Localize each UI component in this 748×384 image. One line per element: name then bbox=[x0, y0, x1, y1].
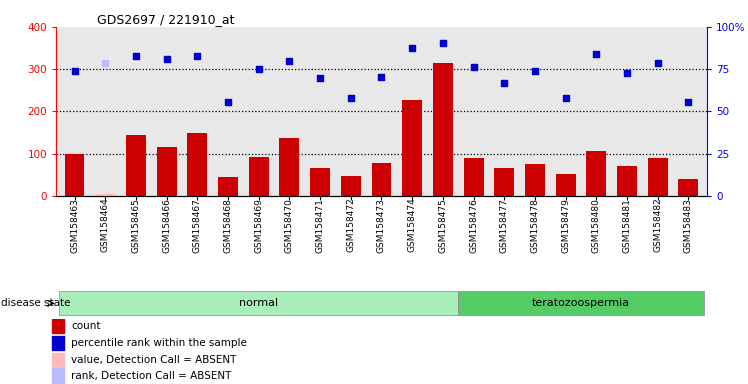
Point bbox=[406, 45, 418, 51]
Text: disease state: disease state bbox=[1, 298, 71, 308]
Bar bbox=[64, 154, 85, 196]
Text: GSM158466: GSM158466 bbox=[162, 198, 171, 253]
Point bbox=[375, 74, 387, 80]
Text: GSM158477: GSM158477 bbox=[500, 198, 509, 253]
Text: GSM158471: GSM158471 bbox=[316, 198, 325, 253]
Text: GSM158472: GSM158472 bbox=[346, 198, 355, 252]
Bar bbox=[249, 157, 269, 196]
Text: GSM158469: GSM158469 bbox=[254, 198, 263, 253]
Bar bbox=[372, 163, 391, 196]
Text: GSM158468: GSM158468 bbox=[224, 198, 233, 253]
Point bbox=[590, 51, 602, 58]
Bar bbox=[52, 353, 64, 367]
Point bbox=[191, 53, 203, 60]
Text: percentile rank within the sample: percentile rank within the sample bbox=[71, 338, 247, 348]
Point bbox=[529, 68, 541, 74]
Text: GSM158467: GSM158467 bbox=[193, 198, 202, 253]
Text: count: count bbox=[71, 321, 100, 331]
Point bbox=[682, 99, 694, 105]
Text: teratozoospermia: teratozoospermia bbox=[532, 298, 630, 308]
Text: GSM158465: GSM158465 bbox=[132, 198, 141, 253]
Text: value, Detection Call = ABSENT: value, Detection Call = ABSENT bbox=[71, 355, 236, 365]
Bar bbox=[52, 336, 64, 350]
Bar bbox=[52, 368, 64, 383]
Point bbox=[253, 66, 265, 72]
Bar bbox=[95, 194, 115, 196]
Text: GSM158480: GSM158480 bbox=[592, 198, 601, 253]
Bar bbox=[433, 63, 453, 196]
Point bbox=[283, 58, 295, 64]
Text: GDS2697 / 221910_at: GDS2697 / 221910_at bbox=[97, 13, 235, 26]
Point bbox=[560, 95, 571, 101]
Bar bbox=[648, 158, 668, 196]
Bar bbox=[59, 291, 459, 316]
Text: GSM158464: GSM158464 bbox=[101, 198, 110, 252]
Text: rank, Detection Call = ABSENT: rank, Detection Call = ABSENT bbox=[71, 371, 231, 381]
Bar bbox=[218, 177, 238, 196]
Bar bbox=[494, 169, 514, 196]
Point bbox=[222, 99, 234, 105]
Point bbox=[621, 70, 633, 76]
Bar bbox=[187, 133, 207, 196]
Bar bbox=[280, 137, 299, 196]
Point bbox=[130, 53, 142, 60]
Bar bbox=[459, 291, 704, 316]
Point bbox=[161, 55, 173, 61]
Text: GSM158479: GSM158479 bbox=[561, 198, 570, 253]
Text: GSM158474: GSM158474 bbox=[408, 198, 417, 252]
Bar bbox=[52, 319, 64, 333]
Point bbox=[99, 60, 111, 66]
Bar bbox=[310, 169, 330, 196]
Bar bbox=[556, 174, 576, 196]
Bar bbox=[617, 166, 637, 196]
Text: GSM158478: GSM158478 bbox=[530, 198, 539, 253]
Text: GSM158481: GSM158481 bbox=[622, 198, 631, 253]
Bar bbox=[402, 99, 422, 196]
Point bbox=[437, 40, 449, 46]
Point bbox=[498, 79, 510, 86]
Point bbox=[652, 60, 663, 66]
Text: GSM158470: GSM158470 bbox=[285, 198, 294, 253]
Point bbox=[69, 68, 81, 74]
Bar bbox=[525, 164, 545, 196]
Bar bbox=[586, 152, 607, 196]
Point bbox=[314, 75, 326, 81]
Text: GSM158475: GSM158475 bbox=[438, 198, 447, 253]
Text: GSM158463: GSM158463 bbox=[70, 198, 79, 253]
Bar bbox=[464, 158, 483, 196]
Text: GSM158482: GSM158482 bbox=[653, 198, 662, 252]
Text: GSM158483: GSM158483 bbox=[684, 198, 693, 253]
Bar bbox=[678, 179, 699, 196]
Point bbox=[345, 95, 357, 101]
Text: normal: normal bbox=[239, 298, 278, 308]
Bar bbox=[126, 135, 146, 196]
Text: GSM158476: GSM158476 bbox=[469, 198, 478, 253]
Point bbox=[468, 64, 479, 70]
Bar bbox=[341, 175, 361, 196]
Text: GSM158473: GSM158473 bbox=[377, 198, 386, 253]
Bar bbox=[156, 147, 177, 196]
